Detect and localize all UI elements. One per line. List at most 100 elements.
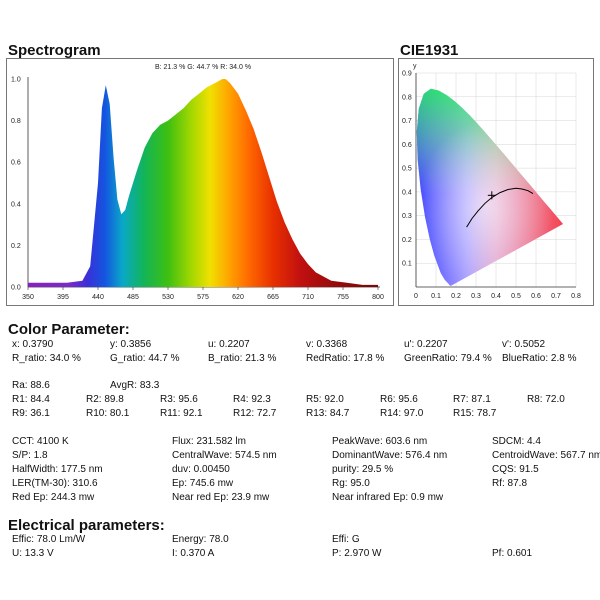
cie-y-tick-label: 0.4: [402, 189, 412, 196]
spectrogram-title: Spectrogram: [8, 42, 101, 59]
spectrogram-x-tick-label: 530: [162, 294, 174, 301]
param-r-ratio: R_ratio: 34.0 %: [12, 353, 81, 364]
param-u: u: 0.2207: [208, 339, 250, 350]
cie-y-tick-label: 0.2: [402, 237, 412, 244]
param-ra: Ra: 88.6: [12, 380, 50, 391]
spectrogram-x-ticks: 350 395 440 485 530 575 620 665 710 755 800: [22, 287, 384, 301]
param-r14: R14: 97.0: [380, 408, 424, 419]
param-r12: R12: 72.7: [233, 408, 277, 419]
param-voltage: U: 13.3 V: [12, 548, 54, 559]
param-g-ratio: G_ratio: 44.7 %: [110, 353, 180, 364]
param-avgr: AvgR: 83.3: [110, 380, 160, 391]
param-blue-ratio: BlueRatio: 2.8 %: [502, 353, 577, 364]
cie-y-tick-label: 0.7: [402, 118, 412, 125]
cie-panel: y 0.9 0.8 0.7 0.6 0.5 0.4 0.3 0.2 0.1 0 0.1 0.2 0.3…: [398, 58, 594, 306]
param-r2: R2: 89.8: [86, 394, 124, 405]
param-r8: R8: 72.0: [527, 394, 565, 405]
cie-x-tick-label: 0.5: [511, 293, 521, 300]
param-x: x: 0.3790: [12, 339, 54, 350]
param-rf: Rf: 87.8: [492, 478, 528, 489]
cie-y-ticks: 0.9 0.8 0.7 0.6 0.5 0.4 0.3 0.2 0.1: [402, 71, 412, 268]
spectrogram-chart: B: 21.3 % G: 44.7 % R: 34.0 % 0.00.20.40…: [11, 64, 384, 301]
spectrogram-x-tick-label: 485: [127, 294, 139, 301]
param-ep: Ep: 745.6 mw: [172, 478, 234, 489]
cie-axes: [415, 73, 576, 288]
param-red-ratio: RedRatio: 17.8 %: [306, 353, 385, 364]
cie-x-tick-label: 0.7: [551, 293, 561, 300]
param-power: P: 2.970 W: [332, 548, 382, 559]
param-cct: CCT: 4100 K: [12, 436, 69, 447]
cie-x-tick-label: 0.2: [451, 293, 461, 300]
param-centroidwave: CentroidWave: 567.7 nm: [492, 450, 600, 461]
spectrogram-y-tick-label: 0.0: [11, 285, 21, 292]
param-sdcm: SDCM: 4.4: [492, 436, 541, 447]
param-halfwidth: HalfWidth: 177.5 nm: [12, 464, 103, 475]
cie-x-tick-label: 0.4: [491, 293, 501, 300]
param-centralwave: CentralWave: 574.5 nm: [172, 450, 277, 461]
spectrogram-x-tick-label: 755: [337, 294, 349, 301]
param-r1: R1: 84.4: [12, 394, 50, 405]
cie-x-tick-label: 0.8: [571, 293, 581, 300]
param-energy: Energy: 78.0: [172, 534, 229, 545]
param-purity: purity: 29.5 %: [332, 464, 394, 475]
param-r9: R9: 36.1: [12, 408, 50, 419]
param-dominantwave: DominantWave: 576.4 nm: [332, 450, 448, 461]
cie-x-tick-label: 0.3: [471, 293, 481, 300]
param-near-infrared-ep: Near infrared Ep: 0.9 mw: [332, 492, 444, 503]
param-r4: R4: 92.3: [233, 394, 271, 405]
param-r3: R3: 95.6: [160, 394, 198, 405]
param-b-ratio: B_ratio: 21.3 %: [208, 353, 277, 364]
param-peakwave: PeakWave: 603.6 nm: [332, 436, 428, 447]
param-r5: R5: 92.0: [306, 394, 344, 405]
cie-x-tick-label: 0.1: [431, 293, 441, 300]
spectrogram-y-ticks: 0.0 0.2 0.4 0.6 0.8 1.0: [11, 77, 21, 292]
param-ler: LER(TM-30): 310.6: [12, 478, 98, 489]
spectrogram-y-tick-label: 1.0: [11, 77, 21, 84]
cie-y-tick-label: 0.5: [402, 166, 412, 173]
param-sp: S/P: 1.8: [12, 450, 48, 461]
electrical-parameters-title: Electrical parameters:: [8, 517, 165, 534]
param-r15: R15: 78.7: [453, 408, 497, 419]
param-current: I: 0.370 A: [172, 548, 215, 559]
cie-x-tick-label: 0: [414, 293, 418, 300]
spectrogram-x-tick-label: 575: [197, 294, 209, 301]
param-r13: R13: 84.7: [306, 408, 350, 419]
param-r11: R11: 92.1: [160, 408, 203, 419]
param-red-ep: Red Ep: 244.3 mw: [12, 492, 95, 503]
param-v-prime: v': 0.5052: [502, 339, 546, 350]
spectrogram-x-tick-label: 665: [267, 294, 279, 301]
param-flux: Flux: 231.582 lm: [172, 436, 246, 447]
param-green-ratio: GreenRatio: 79.4 %: [404, 353, 492, 364]
param-r6: R6: 95.6: [380, 394, 418, 405]
cie-x-ticks: 0 0.1 0.2 0.3 0.4 0.5 0.6 0.7 0.8: [414, 293, 581, 300]
spectrogram-x-tick-label: 800: [372, 294, 384, 301]
cie-y-tick-label: 0.1: [402, 261, 412, 268]
param-y: y: 0.3856: [110, 339, 152, 350]
param-effic: Effic: 78.0 Lm/W: [12, 534, 86, 545]
spectrogram-y-tick-label: 0.2: [11, 243, 21, 250]
param-duv: duv: 0.00450: [172, 464, 230, 475]
param-u-prime: u': 0.2207: [404, 339, 448, 350]
spectrogram-x-tick-label: 710: [302, 294, 314, 301]
cie-y-tick-label: 0.9: [402, 71, 412, 78]
spectrum-area: [28, 79, 378, 287]
param-pf: Pf: 0.601: [492, 548, 533, 559]
param-effi: Effi: G: [332, 534, 360, 545]
spectrogram-x-tick-label: 620: [232, 294, 244, 301]
planckian-locus-line: [466, 187, 534, 228]
param-cqs: CQS: 91.5: [492, 464, 539, 475]
spectrogram-x-tick-label: 395: [57, 294, 69, 301]
rgb-ratio-label: B: 21.3 % G: 44.7 % R: 34.0 %: [155, 64, 251, 71]
spectrogram-x-tick-label: 350: [22, 294, 34, 301]
spectrogram-panel: B: 21.3 % G: 44.7 % R: 34.0 % 0.0 0.2 0.4 0…: [6, 58, 394, 306]
cie-chart: y 0.9 0.8 0.7 0.6 0.5 0.4 0.3 0.2 0.1 0 0.1 0.2 0.3…: [402, 63, 581, 300]
color-parameter-title: Color Parameter:: [8, 321, 130, 338]
param-rg: Rg: 95.0: [332, 478, 370, 489]
cie-y-tick-label: 0.3: [402, 213, 412, 220]
param-r10: R10: 80.1: [86, 408, 130, 419]
cie-title: CIE1931: [400, 42, 459, 59]
cie-x-tick-label: 0.6: [531, 293, 541, 300]
cie-y-axis-label: y: [413, 63, 417, 70]
param-near-red-ep: Near red Ep: 23.9 mw: [172, 492, 270, 503]
param-r7: R7: 87.1: [453, 394, 491, 405]
